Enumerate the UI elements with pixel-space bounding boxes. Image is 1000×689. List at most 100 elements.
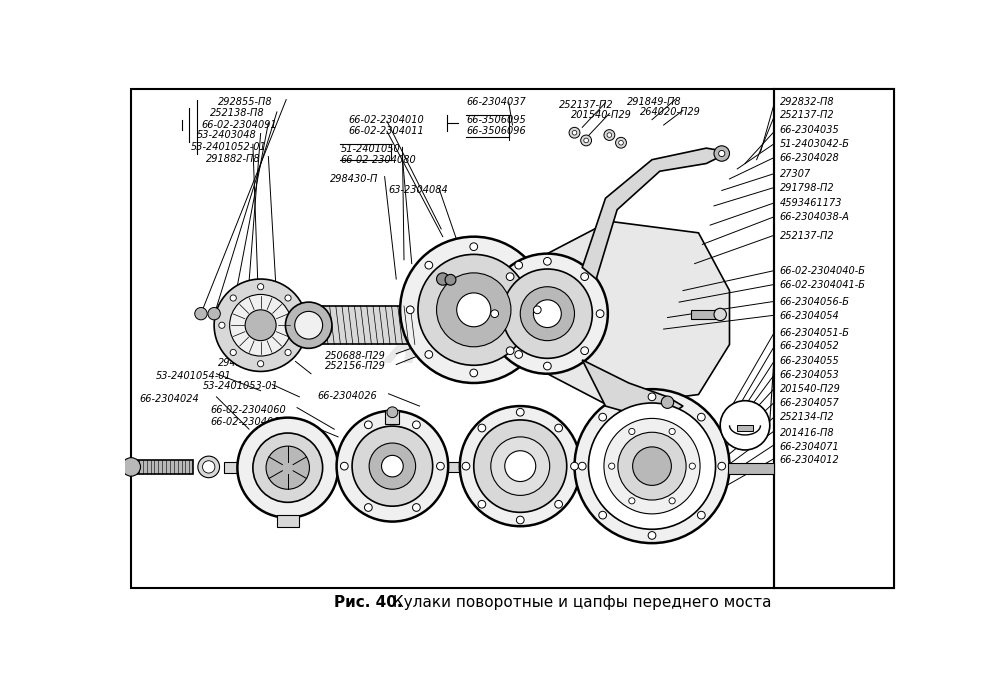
Bar: [131, 460, 193, 474]
Circle shape: [648, 532, 656, 539]
Text: 66-02-2304080: 66-02-2304080: [340, 155, 416, 165]
Text: 291798-П2: 291798-П2: [780, 183, 834, 193]
Circle shape: [364, 421, 372, 429]
Text: 66-2304057: 66-2304057: [780, 398, 840, 408]
Circle shape: [572, 130, 577, 135]
Circle shape: [604, 418, 700, 514]
Circle shape: [487, 254, 608, 373]
Circle shape: [340, 462, 348, 470]
Circle shape: [437, 273, 511, 347]
Circle shape: [457, 293, 491, 327]
Text: 252137-П2: 252137-П2: [780, 231, 834, 240]
Text: 66-02-2304061: 66-02-2304061: [210, 417, 286, 427]
Circle shape: [697, 511, 705, 519]
Circle shape: [208, 307, 220, 320]
Circle shape: [425, 351, 433, 358]
Text: 27307: 27307: [780, 169, 811, 179]
Circle shape: [337, 411, 448, 522]
Circle shape: [648, 393, 656, 401]
Text: Рис. 40.: Рис. 40.: [334, 595, 403, 610]
Text: Кулаки поворотные и цапфы переднего моста: Кулаки поворотные и цапфы переднего мост…: [388, 595, 772, 610]
Circle shape: [437, 462, 444, 470]
Text: 66-2304037: 66-2304037: [466, 96, 526, 107]
Circle shape: [581, 273, 589, 280]
Text: 66-02-2304011: 66-02-2304011: [348, 126, 424, 136]
Text: 298430-П: 298430-П: [330, 174, 379, 183]
Text: 66-2304055: 66-2304055: [780, 356, 840, 366]
Text: 294990-П: 294990-П: [218, 358, 266, 369]
Circle shape: [425, 261, 433, 269]
Bar: [307, 306, 416, 344]
Circle shape: [202, 461, 215, 473]
Text: 250688-П29: 250688-П29: [325, 351, 386, 360]
Circle shape: [478, 424, 486, 432]
Circle shape: [382, 455, 403, 477]
Circle shape: [609, 463, 615, 469]
Circle shape: [533, 300, 561, 327]
Text: 66-2304071: 66-2304071: [780, 442, 840, 451]
Text: 66-2304038-А: 66-2304038-А: [780, 212, 850, 222]
Circle shape: [406, 306, 414, 313]
Circle shape: [506, 347, 514, 355]
Text: 292855-П8: 292855-П8: [218, 96, 273, 107]
Circle shape: [516, 516, 524, 524]
Circle shape: [669, 497, 675, 504]
Text: 66-3506096: 66-3506096: [466, 126, 526, 136]
Circle shape: [533, 306, 541, 313]
Text: 252138-П8: 252138-П8: [210, 108, 265, 118]
Circle shape: [460, 406, 581, 526]
Circle shape: [544, 258, 551, 265]
Text: 201540-П29: 201540-П29: [571, 110, 632, 121]
Circle shape: [718, 462, 726, 470]
Circle shape: [633, 447, 671, 485]
Circle shape: [352, 426, 433, 506]
Text: 66-02-2304060: 66-02-2304060: [210, 404, 286, 415]
Bar: [416, 298, 478, 321]
Bar: [728, 463, 774, 474]
Circle shape: [219, 322, 225, 329]
Text: 66-2304051-Б: 66-2304051-Б: [780, 327, 850, 338]
Text: 66-2304024: 66-2304024: [139, 393, 199, 404]
Bar: [224, 462, 288, 473]
Circle shape: [661, 396, 674, 409]
Text: 66-02-2304040-Б: 66-02-2304040-Б: [780, 266, 866, 276]
Circle shape: [296, 322, 302, 329]
Circle shape: [578, 462, 586, 470]
Circle shape: [491, 310, 499, 318]
Circle shape: [629, 429, 635, 435]
Circle shape: [607, 133, 612, 137]
Circle shape: [720, 401, 770, 450]
Text: 53-2401053-01: 53-2401053-01: [202, 382, 278, 391]
Bar: [385, 410, 399, 424]
Circle shape: [230, 295, 236, 301]
Circle shape: [369, 443, 416, 489]
Text: 252134-П2: 252134-П2: [780, 412, 834, 422]
Circle shape: [544, 362, 551, 370]
Bar: [277, 515, 299, 527]
Text: 51-2403042-Б: 51-2403042-Б: [780, 139, 850, 149]
Text: 252137-П2: 252137-П2: [780, 110, 834, 120]
Circle shape: [596, 310, 604, 318]
Circle shape: [619, 141, 623, 145]
Circle shape: [253, 433, 323, 502]
Text: 66-2304053: 66-2304053: [780, 370, 840, 380]
Circle shape: [689, 463, 695, 469]
Circle shape: [588, 403, 716, 529]
Bar: [334, 462, 392, 472]
Text: 201416-П8: 201416-П8: [780, 428, 834, 438]
Text: 264020-П29: 264020-П29: [640, 107, 701, 117]
Text: 66-2304035: 66-2304035: [780, 125, 840, 135]
Circle shape: [520, 287, 574, 340]
Circle shape: [295, 311, 323, 339]
Circle shape: [555, 424, 562, 432]
Circle shape: [515, 351, 523, 358]
Circle shape: [719, 150, 725, 156]
Circle shape: [122, 457, 140, 476]
Text: 66-2304056-Б: 66-2304056-Б: [780, 297, 850, 307]
Circle shape: [285, 295, 291, 301]
Circle shape: [195, 307, 207, 320]
Text: 51-2401050: 51-2401050: [340, 144, 400, 154]
Circle shape: [491, 437, 550, 495]
Circle shape: [669, 429, 675, 435]
Circle shape: [516, 409, 524, 416]
